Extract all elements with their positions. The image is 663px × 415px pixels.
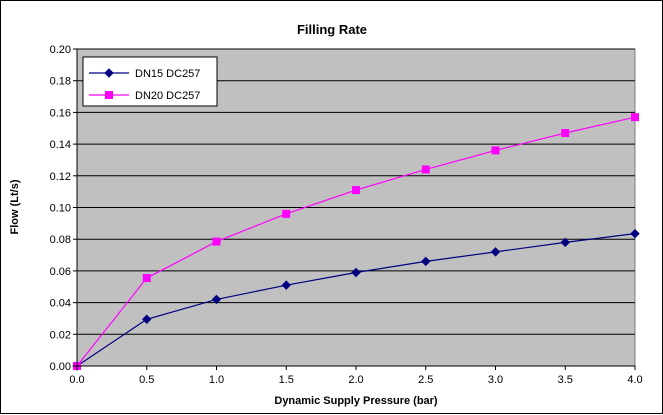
x-axis-label: Dynamic Supply Pressure (bar) (274, 395, 438, 407)
data-point (630, 228, 640, 239)
legend-swatch-marker (105, 91, 113, 99)
x-tick-label: 0.0 (69, 374, 84, 386)
y-tick-label: 0.04 (50, 298, 71, 310)
data-point (282, 209, 291, 218)
data-point (211, 294, 222, 305)
x-tick-label: 3.5 (558, 374, 573, 386)
data-point (352, 186, 360, 195)
y-tick-label: 0.16 (50, 107, 71, 119)
y-tick-label: 0.12 (50, 171, 71, 183)
data-point (490, 247, 501, 257)
y-tick-label: 0.10 (50, 203, 71, 215)
data-point (142, 274, 151, 283)
chart-title: Filling Rate (297, 22, 367, 37)
y-tick-label: 0.00 (50, 361, 71, 373)
x-tick-label: 2.5 (418, 374, 433, 386)
x-tick-label: 1.0 (209, 374, 224, 386)
data-point (142, 314, 152, 324)
data-point (561, 129, 570, 138)
data-point (212, 237, 221, 246)
x-tick-label: 0.5 (139, 374, 154, 386)
y-tick-label: 0.02 (50, 329, 71, 341)
legend: DN15 DC257 DN20 DC257 (82, 56, 218, 107)
series-0 (72, 228, 640, 371)
data-point (351, 267, 361, 278)
series-1 (73, 113, 639, 370)
data-point (421, 256, 431, 267)
data-point (560, 237, 570, 248)
x-axis: 0.0 0.5 1.0 1.5 2.0 2.5 3.0 3.5 4.0 (69, 365, 643, 386)
x-tick-label: 4.0 (627, 374, 642, 386)
data-point (281, 280, 291, 290)
y-tick-label: 0.18 (50, 76, 71, 88)
data-point (631, 113, 639, 122)
data-point (421, 165, 430, 174)
legend-label: DN20 DC257 (135, 90, 200, 102)
x-tick-label: 2.0 (348, 374, 363, 386)
y-tick-label: 0.14 (50, 139, 71, 151)
series-layer (72, 113, 640, 371)
x-tick-label: 1.5 (279, 374, 294, 386)
y-tick-label: 0.08 (50, 234, 71, 246)
y-tick-label: 0.06 (50, 266, 71, 278)
data-point (491, 146, 500, 155)
y-axis-label: Flow (Lt/s) (9, 179, 21, 234)
y-tick-label: 0.20 (50, 44, 71, 56)
legend-swatch-marker (104, 68, 114, 78)
x-tick-label: 3.0 (488, 374, 503, 386)
y-axis: 0.00 0.02 0.04 0.06 0.08 0.10 0.12 0.14 0.16 0.18… (50, 44, 78, 373)
legend-label: DN15 DC257 (135, 68, 200, 80)
